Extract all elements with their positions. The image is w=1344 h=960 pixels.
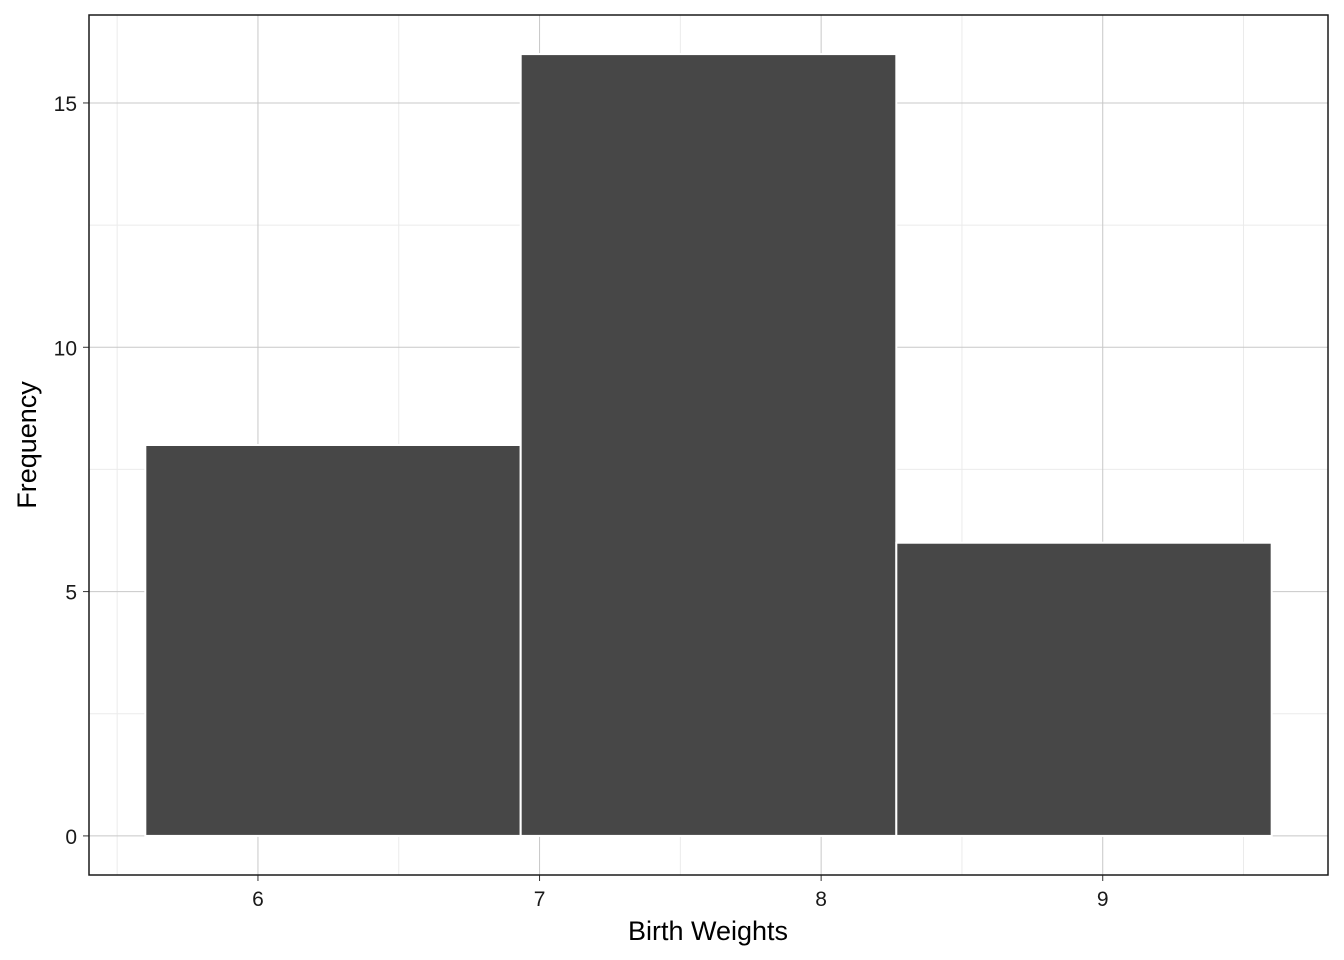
y-tick-label: 10 [54,337,77,360]
bar [144,444,522,837]
bar [519,53,898,837]
x-tick-label: 6 [252,888,264,911]
panel-border [88,14,1329,876]
y-tick-label: 15 [54,93,77,116]
x-tick-label: 9 [1097,888,1109,911]
x-tick-label: 8 [815,888,827,911]
x-axis-title: Birth Weights [628,916,788,946]
y-tick-label: 0 [65,826,77,849]
bar [895,541,1273,837]
y-axis-title: Frequency [12,381,42,509]
y-tick-label: 5 [65,582,77,605]
x-tick-label: 7 [534,888,546,911]
